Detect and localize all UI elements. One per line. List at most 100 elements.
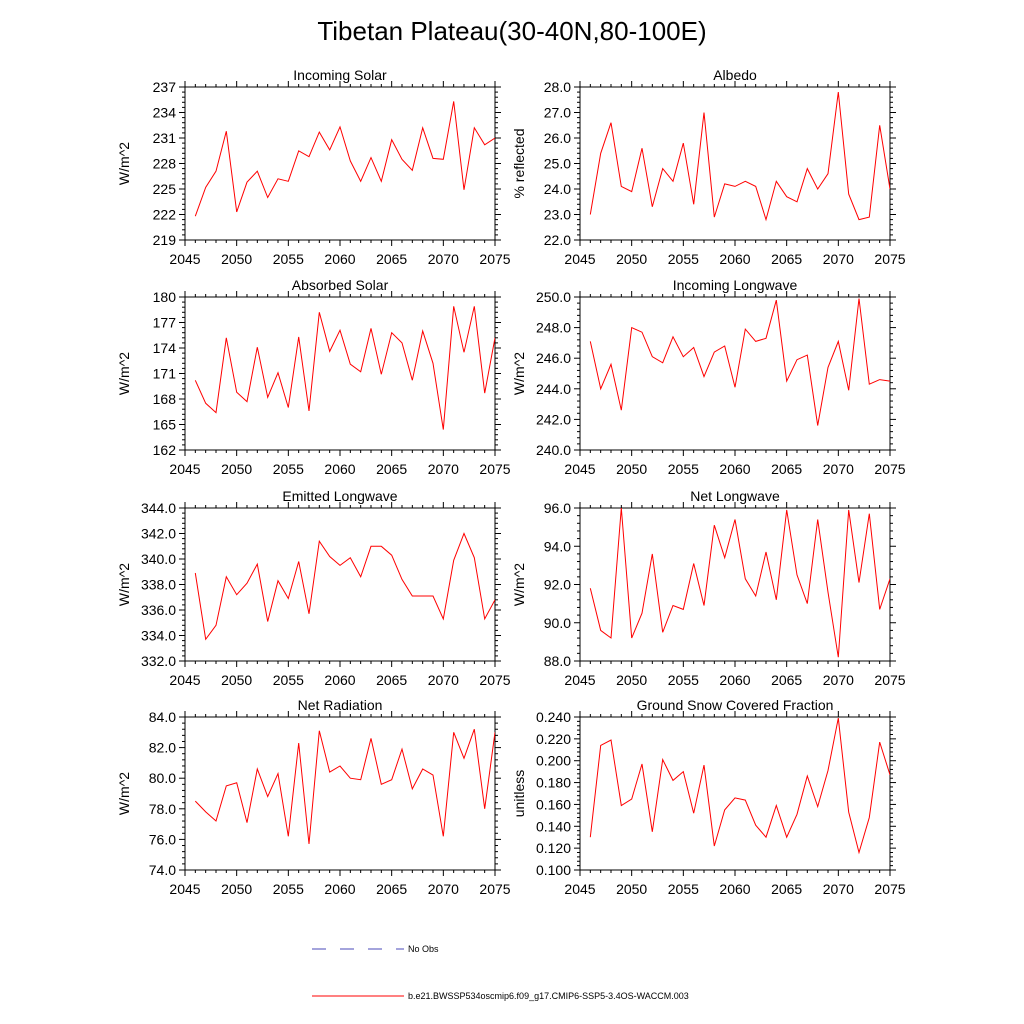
y-tick-label: 219 — [153, 232, 177, 248]
x-tick-label: 2075 — [874, 881, 905, 897]
x-tick-label: 2050 — [616, 881, 647, 897]
y-tick-label: 0.200 — [536, 753, 571, 769]
x-tick-label: 2055 — [668, 251, 699, 267]
y-axis-label: W/m^2 — [116, 772, 132, 815]
x-tick-label: 2075 — [479, 672, 510, 688]
y-tick-label: 0.160 — [536, 796, 571, 812]
x-tick-label: 2050 — [221, 672, 252, 688]
y-tick-label: 162 — [153, 442, 177, 458]
panel-title: Net Longwave — [690, 488, 780, 504]
plot-frame — [184, 507, 496, 662]
x-tick-label: 2050 — [616, 461, 647, 477]
y-tick-label: 78.0 — [149, 801, 176, 817]
y-tick-label: 26.0 — [544, 130, 571, 146]
y-tick-label: 171 — [153, 366, 177, 382]
y-axis-label: W/m^2 — [116, 352, 132, 395]
x-tick-label: 2060 — [719, 251, 750, 267]
x-tick-label: 2060 — [719, 881, 750, 897]
y-tick-label: 88.0 — [544, 653, 571, 669]
series-line — [589, 298, 890, 426]
y-tick-label: 24.0 — [544, 181, 571, 197]
y-tick-label: 23.0 — [544, 207, 571, 223]
x-tick-label: 2070 — [428, 251, 459, 267]
y-tick-label: 74.0 — [149, 862, 176, 878]
panel-7: Net Radiation W/m^2 74.0 76.0 78.0 80.0 82.0 84… — [116, 697, 511, 897]
y-tick-label: 237 — [153, 79, 177, 95]
y-axis-label: unitless — [511, 770, 527, 817]
x-tick-label: 2055 — [668, 881, 699, 897]
y-axis-label: W/m^2 — [116, 563, 132, 606]
panel-title: Emitted Longwave — [282, 488, 397, 504]
x-tick-label: 2045 — [564, 461, 595, 477]
x-tick-label: 2070 — [428, 672, 459, 688]
y-tick-label: 334.0 — [141, 628, 176, 644]
x-tick-label: 2070 — [823, 881, 854, 897]
x-tick-label: 2075 — [479, 461, 510, 477]
panel-1: Incoming Solar W/m^2 219 222 225 228 231 234 237… — [116, 67, 511, 267]
x-tick-label: 2045 — [169, 672, 200, 688]
x-tick-label: 2075 — [874, 672, 905, 688]
legend-model-label: b.e21.BWSSP534oscmip6.f09_g17.CMIP6-SSP5… — [408, 991, 689, 1001]
x-tick-label: 2065 — [771, 461, 802, 477]
panel-6: Net Longwave W/m^2 88.0 90.0 92.0 94.0 96.0 204… — [511, 488, 906, 688]
plot-frame — [579, 86, 891, 241]
panel-2: Albedo % reflected 22.0 23.0 24.0 25.0 26.0 27.… — [511, 67, 906, 267]
panel-title: Absorbed Solar — [292, 277, 389, 293]
y-tick-label: 336.0 — [141, 602, 176, 618]
series-line — [589, 718, 890, 855]
x-tick-label: 2055 — [273, 672, 304, 688]
y-axis-label: % reflected — [511, 128, 527, 198]
x-tick-label: 2070 — [823, 251, 854, 267]
x-tick-label: 2045 — [564, 672, 595, 688]
series-line — [589, 508, 890, 658]
x-tick-label: 2055 — [273, 251, 304, 267]
plot-frame — [184, 716, 496, 871]
plot-frame — [579, 716, 891, 871]
x-tick-label: 2045 — [169, 461, 200, 477]
panel-title: Ground Snow Covered Fraction — [637, 697, 834, 713]
y-tick-label: 80.0 — [149, 770, 176, 786]
y-tick-label: 82.0 — [149, 740, 176, 756]
y-tick-label: 22.0 — [544, 232, 571, 248]
panel-title: Incoming Longwave — [673, 277, 798, 293]
y-tick-label: 168 — [153, 391, 177, 407]
series-line — [194, 729, 495, 845]
y-tick-label: 76.0 — [149, 831, 176, 847]
y-tick-label: 250.0 — [536, 289, 571, 305]
y-tick-label: 231 — [153, 130, 177, 146]
y-tick-label: 225 — [153, 181, 177, 197]
y-tick-label: 96.0 — [544, 500, 571, 516]
y-tick-label: 234 — [153, 105, 177, 121]
x-tick-label: 2055 — [273, 461, 304, 477]
series-line — [194, 101, 495, 217]
x-tick-label: 2065 — [376, 881, 407, 897]
y-tick-label: 0.240 — [536, 709, 571, 725]
panel-3: Absorbed Solar W/m^2 162 165 168 171 174 177 180… — [116, 277, 511, 477]
x-tick-label: 2050 — [221, 881, 252, 897]
x-tick-label: 2050 — [616, 251, 647, 267]
y-tick-label: 244.0 — [536, 381, 571, 397]
x-tick-label: 2075 — [874, 251, 905, 267]
y-tick-label: 180 — [153, 289, 177, 305]
x-tick-label: 2070 — [428, 461, 459, 477]
y-tick-label: 25.0 — [544, 156, 571, 172]
plot-frame — [184, 86, 496, 241]
y-axis-label: W/m^2 — [511, 563, 527, 606]
y-tick-label: 165 — [153, 417, 177, 433]
x-tick-label: 2050 — [221, 251, 252, 267]
x-tick-label: 2055 — [668, 672, 699, 688]
y-tick-label: 338.0 — [141, 577, 176, 593]
legend: No Obs b.e21.BWSSP534oscmip6.f09_g17.CMI… — [312, 944, 689, 1001]
x-tick-label: 2070 — [823, 672, 854, 688]
plot-frame — [579, 296, 891, 451]
series-line — [194, 306, 495, 430]
y-tick-label: 222 — [153, 207, 177, 223]
panel-title: Net Radiation — [298, 697, 383, 713]
x-tick-label: 2060 — [324, 672, 355, 688]
x-tick-label: 2060 — [324, 881, 355, 897]
y-tick-label: 342.0 — [141, 526, 176, 542]
x-tick-label: 2060 — [719, 461, 750, 477]
x-tick-label: 2045 — [169, 881, 200, 897]
y-tick-label: 28.0 — [544, 79, 571, 95]
